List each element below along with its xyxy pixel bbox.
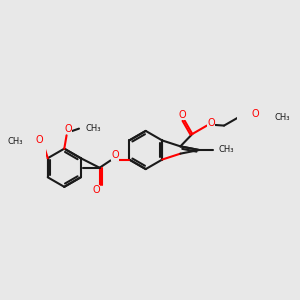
Text: O: O [92,185,100,195]
Text: O: O [64,124,72,134]
Text: CH₃: CH₃ [7,136,22,146]
Text: CH₃: CH₃ [85,124,100,133]
Text: O: O [36,134,44,145]
Text: O: O [252,109,260,119]
Text: O: O [111,150,119,160]
Text: CH₃: CH₃ [274,113,290,122]
Text: O: O [179,110,187,120]
Text: O: O [207,118,215,128]
Text: CH₃: CH₃ [218,146,234,154]
